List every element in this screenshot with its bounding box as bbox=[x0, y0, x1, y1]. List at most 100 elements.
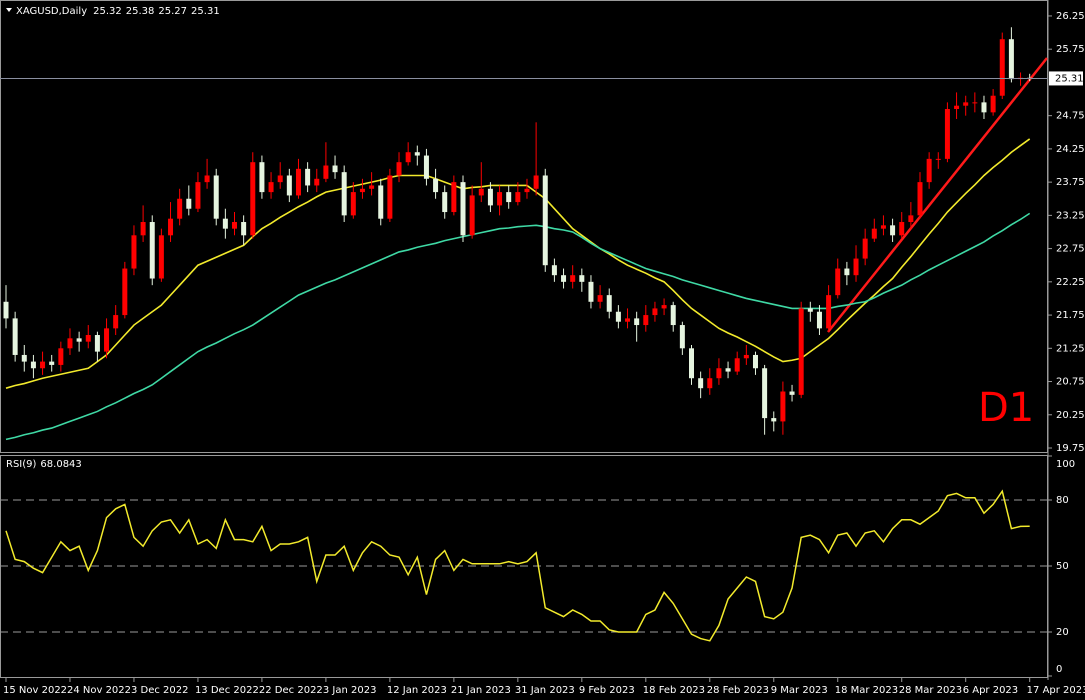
candle-body bbox=[999, 39, 1005, 96]
candle-body bbox=[478, 188, 484, 196]
candle-body bbox=[113, 315, 119, 329]
candle-body bbox=[780, 391, 786, 422]
y-tick-label: 24.75 bbox=[1056, 111, 1085, 122]
x-tick-label: 24 Nov 2022 bbox=[67, 685, 131, 696]
candle-body bbox=[944, 109, 950, 159]
x-tick-label: 18 Feb 2023 bbox=[643, 685, 705, 696]
candle-body bbox=[515, 192, 521, 203]
y-tick-label: 80 bbox=[1056, 495, 1069, 506]
candle-body bbox=[844, 268, 850, 276]
candle-body bbox=[268, 182, 274, 193]
candle-body bbox=[259, 162, 265, 193]
candle-body bbox=[305, 168, 311, 186]
candle-body bbox=[752, 354, 758, 369]
candle-body bbox=[195, 182, 201, 209]
trend-line bbox=[827, 57, 1048, 333]
y-tick-label: 19.75 bbox=[1056, 443, 1085, 454]
candle-body bbox=[332, 165, 338, 173]
candle-body bbox=[49, 361, 55, 365]
candle-body bbox=[21, 354, 27, 362]
y-tick-label: 22.25 bbox=[1056, 277, 1085, 288]
candle-body bbox=[469, 195, 475, 236]
x-tick-label: 28 Mar 2023 bbox=[899, 685, 962, 696]
candle-body bbox=[743, 354, 749, 359]
candle-body bbox=[1008, 39, 1014, 80]
candle-body bbox=[378, 185, 384, 219]
candle-body bbox=[533, 175, 539, 189]
current-price-label: 25.31 bbox=[1055, 73, 1084, 84]
candle-body bbox=[204, 175, 210, 183]
candle-body bbox=[506, 192, 512, 203]
rsi-line bbox=[5, 489, 1030, 642]
candle-body bbox=[954, 105, 960, 110]
candle-body bbox=[798, 308, 804, 395]
y-tick-label: 100 bbox=[1056, 459, 1075, 470]
candle-body bbox=[149, 222, 155, 279]
x-tick-label: 3 Dec 2022 bbox=[131, 685, 189, 696]
candle-body bbox=[835, 268, 841, 296]
candle-body bbox=[396, 162, 402, 176]
candle-body bbox=[561, 275, 567, 282]
candle-body bbox=[497, 192, 503, 206]
candle-body bbox=[542, 175, 548, 266]
x-tick-label: 21 Jan 2023 bbox=[451, 685, 511, 696]
candle-body bbox=[625, 318, 631, 322]
candle-body bbox=[789, 391, 795, 395]
timeframe-annotation: D1 bbox=[978, 385, 1034, 431]
y-tick-label: 20.25 bbox=[1056, 410, 1085, 421]
rsi-title: RSI(9) bbox=[6, 459, 37, 470]
y-tick-label: 22.75 bbox=[1056, 244, 1085, 255]
candle-body bbox=[487, 188, 493, 206]
x-tick-label: 9 Feb 2023 bbox=[579, 685, 635, 696]
x-tick-label: 31 Jan 2023 bbox=[515, 685, 575, 696]
candle-body bbox=[652, 308, 658, 316]
candle-body bbox=[771, 418, 777, 422]
rsi-last: 68.0843 bbox=[40, 459, 81, 470]
candle-body bbox=[899, 222, 905, 236]
x-tick-label: 13 Dec 2022 bbox=[195, 685, 259, 696]
candle-body bbox=[122, 268, 128, 316]
y-tick-label: 0 bbox=[1056, 664, 1062, 675]
candle-body bbox=[643, 315, 649, 326]
candle-body bbox=[451, 182, 457, 213]
candle-body bbox=[972, 102, 978, 104]
candle-body bbox=[762, 368, 768, 419]
candle-body bbox=[880, 225, 886, 229]
candle-body bbox=[634, 318, 640, 326]
moving-average bbox=[5, 212, 1031, 441]
candle-body bbox=[341, 172, 347, 216]
candle-body bbox=[826, 295, 832, 329]
candle-body bbox=[168, 218, 174, 236]
candle-body bbox=[387, 175, 393, 219]
symbol: XAGUSD,Daily bbox=[16, 6, 87, 17]
candle-body bbox=[661, 305, 667, 309]
x-tick-label: 9 Mar 2023 bbox=[771, 685, 828, 696]
candle-body bbox=[588, 281, 594, 302]
y-tick-label: 21.25 bbox=[1056, 343, 1085, 354]
candle-body bbox=[222, 218, 228, 229]
candle-body bbox=[12, 318, 18, 355]
candle-body bbox=[570, 275, 576, 282]
candle-body bbox=[250, 162, 256, 236]
candle-body bbox=[597, 295, 603, 302]
x-tick-label: 17 Apr 2023 bbox=[1027, 685, 1085, 696]
candle-body bbox=[734, 358, 740, 372]
candle-body bbox=[707, 378, 713, 389]
candle-body bbox=[131, 235, 137, 269]
candle-body bbox=[917, 182, 923, 216]
candle-body bbox=[433, 178, 439, 193]
candle-body bbox=[40, 361, 46, 369]
candle-body bbox=[963, 102, 969, 106]
candle-body bbox=[359, 188, 365, 193]
candle-body bbox=[405, 152, 411, 163]
last-close: 25.31 bbox=[191, 6, 220, 17]
candle-body bbox=[76, 338, 82, 342]
candle-body bbox=[323, 165, 329, 179]
candle-body bbox=[314, 178, 320, 186]
candle-body bbox=[213, 175, 219, 219]
candle-body bbox=[524, 188, 530, 193]
candle-body bbox=[442, 192, 448, 213]
y-tick-label: 20 bbox=[1056, 627, 1069, 638]
